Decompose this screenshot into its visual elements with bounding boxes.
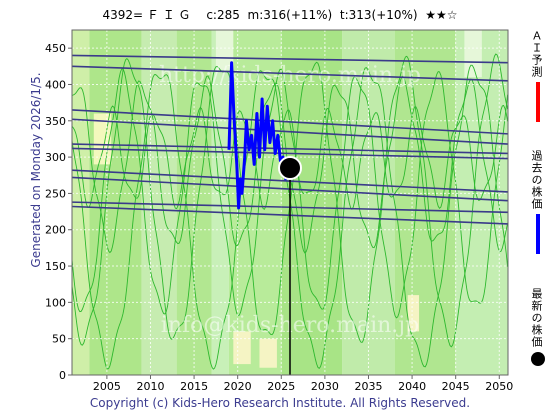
x-tick-label-2045: 2045 <box>442 380 470 393</box>
legend-ai-label: ＡＩ予測 <box>530 30 543 78</box>
green-line-4 <box>71 104 509 210</box>
legend-past-swatch <box>536 214 540 254</box>
x-tick-label-2005: 2005 <box>93 380 121 393</box>
pale-patch-3 <box>407 295 420 332</box>
trend-line-4 <box>71 143 509 155</box>
legend-ai-swatch <box>536 82 540 122</box>
y-tick-label-100: 100 <box>45 296 66 309</box>
current-price-dot <box>278 156 302 180</box>
trend-line-5 <box>71 147 509 160</box>
x-tick-label-2020: 2020 <box>224 380 252 393</box>
y-tick-label-300: 300 <box>45 151 66 164</box>
x-tick-label-2010: 2010 <box>136 380 164 393</box>
watermarks: http://kids-hero.main.jpinfo@kids-hero.m… <box>159 63 421 338</box>
chart-title: 4392= Ｆ Ｉ Ｇ c:285 m:316(+11%) t:313(+10%… <box>102 8 458 22</box>
x-tick-label-2035: 2035 <box>354 380 382 393</box>
legend-latest-label: 最新の株価 <box>530 288 543 348</box>
trend-line-3 <box>71 118 509 145</box>
legend-past: 過去の株価 <box>528 150 548 254</box>
x-tick-label-2040: 2040 <box>398 380 426 393</box>
copyright: Copyright (c) Kids-Hero Research Institu… <box>89 396 471 410</box>
past-price-line <box>227 61 292 210</box>
watermark-url: http://kids-hero.main.jp <box>159 63 421 88</box>
x-tick-label-2025: 2025 <box>267 380 295 393</box>
x-tick-label-2030: 2030 <box>311 380 339 393</box>
x-tick-label-2015: 2015 <box>180 380 208 393</box>
trend-lines <box>71 54 509 225</box>
trend-line-0 <box>71 54 509 64</box>
legend-latest-dot <box>531 352 545 366</box>
y-tick-label-150: 150 <box>45 260 66 273</box>
y-tick-label-0: 0 <box>59 369 66 382</box>
past-price-series <box>227 61 292 210</box>
generated-date: Generated on Monday 2026/1/5. <box>29 72 43 268</box>
trend-line-2 <box>71 109 509 135</box>
y-tick-label-250: 250 <box>45 187 66 200</box>
legend-latest: 最新の株価 <box>528 288 548 366</box>
x-tick-label-2050: 2050 <box>485 380 513 393</box>
plot-frame <box>71 29 509 376</box>
y-tick-label-400: 400 <box>45 78 66 91</box>
y-tick-label-50: 50 <box>52 333 66 346</box>
trend-line-1 <box>71 65 509 82</box>
current-price-marker <box>278 156 302 375</box>
legend-ai: ＡＩ予測 <box>528 30 548 122</box>
pale-patch-4 <box>215 30 234 70</box>
y-tick-label-450: 450 <box>45 42 66 55</box>
pale-patch-2 <box>259 338 277 368</box>
legend-past-label: 過去の株価 <box>530 150 543 210</box>
y-tick-label-200: 200 <box>45 224 66 237</box>
axes: 0 50 100 150 200 250 300 350 400 450 2005 2010 2015 2… <box>45 29 513 393</box>
pale-patch-5 <box>464 30 482 78</box>
y-tick-label-350: 350 <box>45 115 66 128</box>
bg-band-9 <box>455 30 508 375</box>
